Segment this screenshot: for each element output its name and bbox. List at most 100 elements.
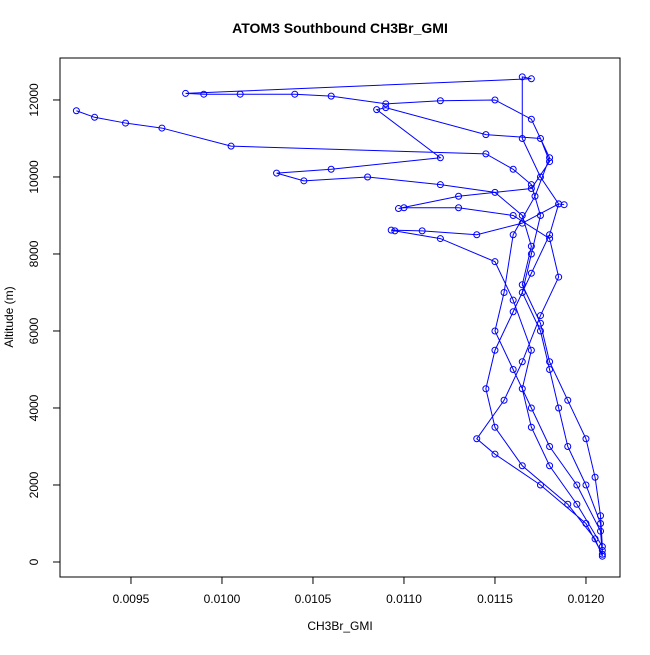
point — [455, 192, 463, 200]
y-tick-label: 12000 — [27, 83, 41, 117]
point — [527, 115, 535, 123]
point — [500, 288, 508, 296]
point — [527, 423, 535, 431]
point — [518, 211, 526, 219]
chart-title: ATOM3 Southbound CH3Br_GMI — [232, 20, 448, 36]
point — [491, 327, 499, 335]
point — [391, 227, 399, 235]
point — [291, 90, 299, 98]
point — [582, 435, 590, 443]
point — [473, 231, 481, 239]
point — [597, 512, 605, 520]
point — [200, 90, 208, 98]
point — [518, 385, 526, 393]
point — [364, 173, 372, 181]
point — [531, 192, 539, 200]
point — [546, 462, 554, 470]
y-tick-label: 0 — [27, 558, 41, 565]
point — [236, 90, 244, 98]
point — [536, 327, 544, 335]
y-tick-label: 2000 — [27, 471, 41, 498]
x-tick-label: 0.0100 — [204, 592, 241, 606]
point — [300, 177, 308, 185]
point — [72, 107, 80, 115]
point — [509, 231, 517, 239]
point — [509, 165, 517, 173]
point — [527, 269, 535, 277]
point — [573, 500, 581, 508]
point — [598, 543, 606, 551]
point — [591, 473, 599, 481]
point — [482, 131, 490, 139]
point — [382, 100, 390, 108]
point — [598, 550, 606, 558]
point — [518, 219, 526, 227]
point — [382, 104, 390, 112]
point — [564, 442, 572, 450]
point — [518, 73, 526, 81]
point — [573, 481, 581, 489]
point — [564, 396, 572, 404]
point — [509, 365, 517, 373]
point — [418, 227, 426, 235]
point — [518, 281, 526, 289]
point — [527, 404, 535, 412]
point — [536, 312, 544, 320]
y-tick-label: 8000 — [27, 240, 41, 267]
point — [91, 113, 99, 121]
point — [582, 481, 590, 489]
point — [546, 231, 554, 239]
point — [436, 97, 444, 105]
point — [491, 96, 499, 104]
point — [491, 258, 499, 266]
point — [591, 535, 599, 543]
point — [436, 181, 444, 189]
point — [598, 552, 606, 560]
point — [509, 211, 517, 219]
point — [158, 124, 166, 132]
point — [527, 181, 535, 189]
point — [373, 106, 381, 114]
point — [597, 527, 605, 535]
point — [527, 346, 535, 354]
plot-frame — [59, 57, 621, 578]
point — [436, 235, 444, 243]
point — [536, 173, 544, 181]
point — [597, 519, 605, 527]
point — [546, 442, 554, 450]
y-axis-label: Altitude (m) — [2, 286, 16, 347]
y-tick-label: 6000 — [27, 317, 41, 344]
point — [546, 358, 554, 366]
x-tick-label: 0.0105 — [295, 592, 332, 606]
point — [527, 242, 535, 250]
point — [536, 481, 544, 489]
point — [560, 201, 568, 209]
point — [500, 396, 508, 404]
point — [395, 205, 403, 213]
point — [546, 365, 554, 373]
point — [518, 134, 526, 142]
point — [491, 450, 499, 458]
point — [122, 119, 130, 127]
point — [536, 134, 544, 142]
point — [536, 319, 544, 327]
point — [482, 385, 490, 393]
point — [387, 226, 395, 234]
point — [555, 404, 563, 412]
point — [182, 89, 190, 97]
point — [436, 154, 444, 162]
point — [473, 435, 481, 443]
point — [546, 154, 554, 162]
point — [527, 75, 535, 83]
point — [546, 158, 554, 166]
point — [546, 235, 554, 243]
point — [327, 92, 335, 100]
x-tick-label: 0.0095 — [113, 592, 150, 606]
point — [582, 519, 590, 527]
point — [327, 165, 335, 173]
x-tick-label: 0.0120 — [568, 592, 605, 606]
y-tick-label: 4000 — [27, 394, 41, 421]
x-tick-label: 0.0110 — [386, 592, 422, 606]
point — [518, 288, 526, 296]
